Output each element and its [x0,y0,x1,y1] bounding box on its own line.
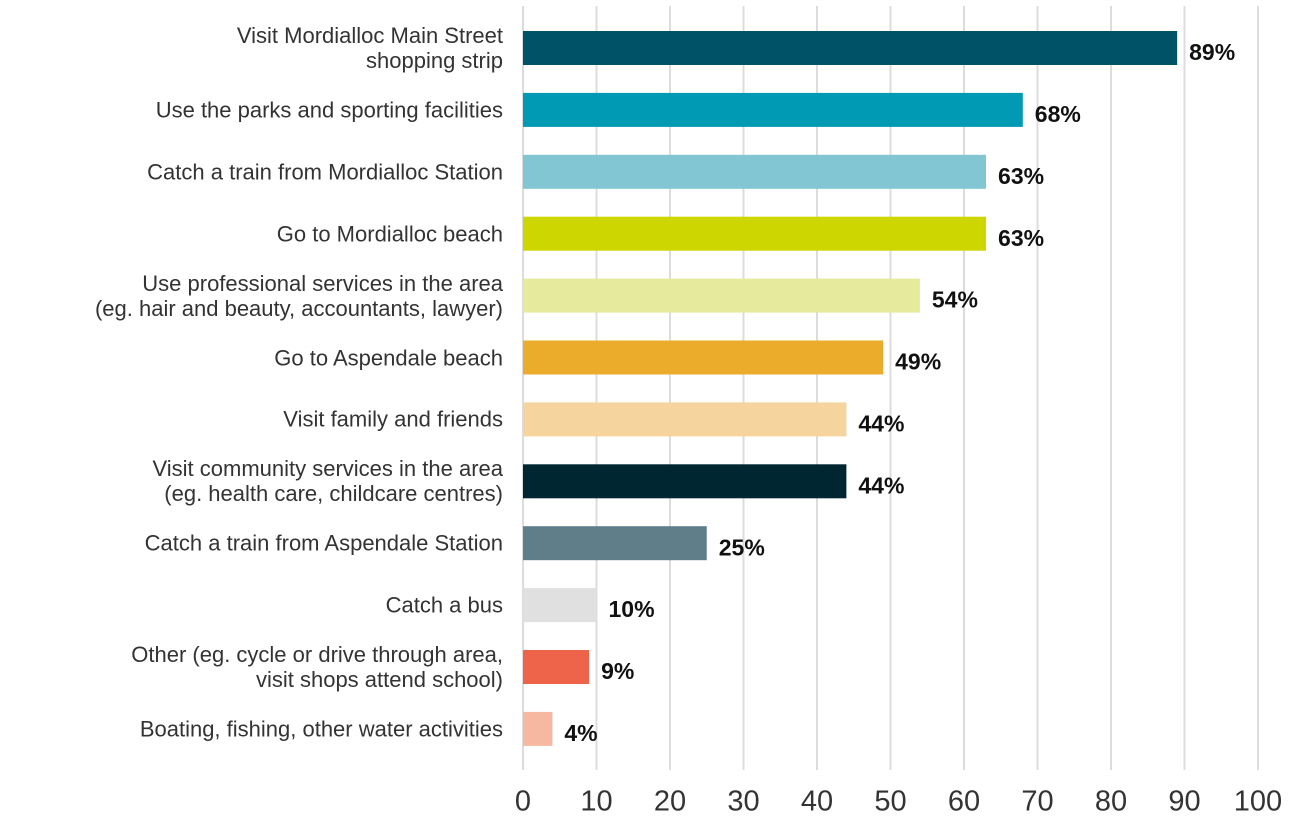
category-label: Catch a train from Aspendale Station [144,530,503,556]
category-label: Catch a bus [385,592,503,618]
value-label: 9% [601,658,634,684]
bar [523,278,920,313]
value-label: 10% [609,596,655,622]
value-label: 54% [932,287,978,313]
bar [523,92,1023,127]
category-label: Use the parks and sporting facilities [155,97,503,123]
x-tick-label: 10 [580,786,612,818]
category-label: Go to Mordialloc beach [276,221,503,247]
x-tick-label: 100 [1234,786,1282,818]
value-label: 49% [895,349,941,375]
x-tick-label: 0 [515,786,531,818]
bar [523,464,847,499]
x-tick-label: 70 [1021,786,1053,818]
bar [523,31,1178,65]
bar [523,526,707,561]
category-label: Use professional services in the area (e… [94,270,503,321]
x-tick-label: 50 [874,786,906,818]
category-label: Go to Aspendale beach [274,345,503,370]
bar [523,711,553,746]
value-label: 4% [564,720,597,746]
bar [523,588,597,623]
category-label: Other (eg. cycle or drive through area, … [131,642,503,692]
bar [523,402,847,437]
category-label: Visit family and friends [283,406,503,432]
category-label: Boating, fishing, other water activities [139,716,503,742]
x-tick-label: 20 [654,786,686,818]
value-label: 68% [1035,101,1081,127]
value-label: 89% [1189,39,1235,65]
value-label: 44% [858,410,904,436]
x-tick-label: 80 [1095,786,1127,818]
bar [523,340,884,375]
category-label: Catch a train from Mordialloc Station [147,159,503,185]
x-tick-label: 40 [801,786,833,818]
x-tick-label: 60 [948,786,980,818]
value-label: 44% [858,472,904,498]
x-tick-label: 30 [727,786,759,818]
x-tick-label: 90 [1168,786,1200,818]
category-label: Visit community services in the area (eg… [152,456,503,507]
value-label: 63% [998,225,1044,251]
value-label: 25% [719,534,765,560]
value-label: 63% [998,163,1044,189]
bar [523,650,590,684]
bar [523,216,987,251]
bar [523,154,987,189]
category-label: Visit Mordialloc Main Street shopping st… [236,23,503,73]
